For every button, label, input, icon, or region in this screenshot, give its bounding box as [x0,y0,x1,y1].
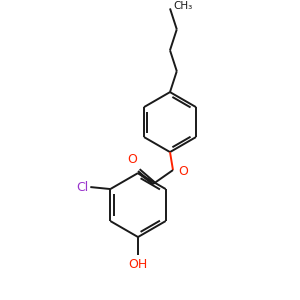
Text: CH₃: CH₃ [173,2,192,11]
Text: O: O [127,153,137,166]
Text: OH: OH [128,258,148,271]
Text: O: O [178,165,188,178]
Text: Cl: Cl [76,181,88,194]
